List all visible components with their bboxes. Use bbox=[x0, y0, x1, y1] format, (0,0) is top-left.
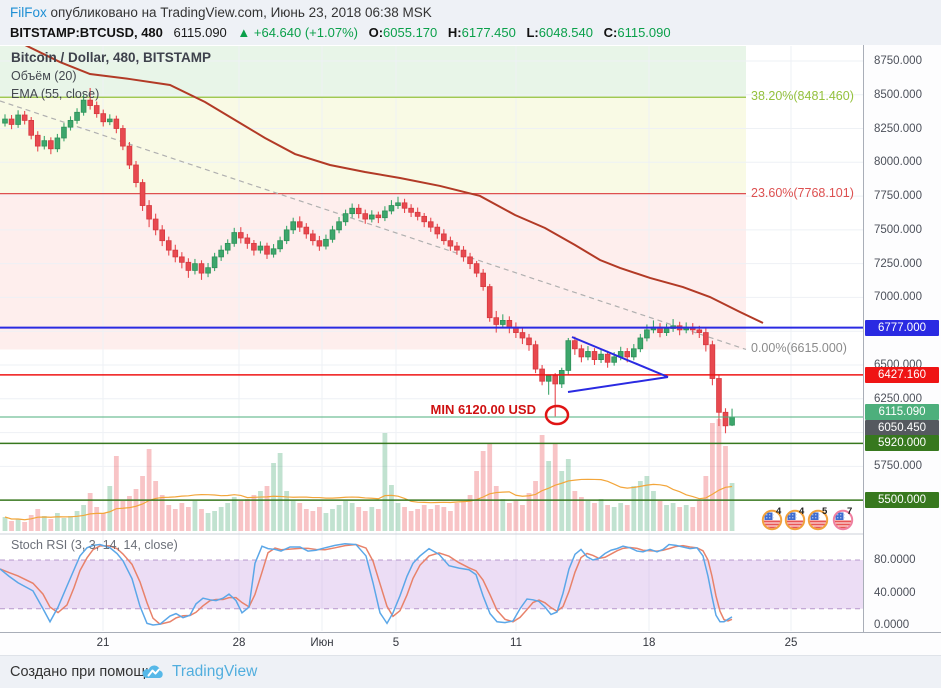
stoch-d-line bbox=[0, 543, 733, 626]
high-value: 6177.450 bbox=[461, 25, 516, 40]
footer-attribution-text: Создано при помощи bbox=[10, 664, 154, 680]
idea-flag-icon[interactable] bbox=[807, 509, 829, 531]
price-level-badge: 6427.160 bbox=[865, 366, 939, 383]
idea-count-badge: 5 bbox=[822, 506, 828, 517]
stoch-k-line bbox=[0, 542, 733, 626]
stoch-tick-label: 80.0000 bbox=[874, 554, 916, 566]
price-tick-label: 7000.000 bbox=[874, 291, 922, 304]
price-tick-label: 7500.000 bbox=[874, 223, 922, 236]
price-level-badge: 6777.000 bbox=[865, 319, 939, 336]
price-level-badge: 6115.090 bbox=[865, 404, 939, 420]
price-tick-label: 8000.000 bbox=[874, 156, 922, 169]
tradingview-logo-icon[interactable] bbox=[142, 662, 166, 687]
header: FilFox опубликовано на TradingView.com, … bbox=[0, 0, 941, 45]
price-axis[interactable]: 8750.000 8500.000 8250.000 8000.000 7750.000… bbox=[863, 45, 941, 632]
time-axis[interactable]: 21 28 Июн 5 11 18 25 bbox=[0, 632, 941, 656]
high-label: H: bbox=[447, 25, 462, 40]
volume-bars bbox=[2, 419, 735, 531]
idea-flag-icon[interactable] bbox=[832, 509, 854, 531]
symbol-name[interactable]: BITSTAMP:BTCUSD, 480 bbox=[10, 25, 163, 40]
ideas-icons[interactable] bbox=[761, 509, 854, 531]
price-level-badge: 6050.450 bbox=[865, 420, 939, 436]
price-level-badge: 5500.000 bbox=[865, 492, 939, 509]
idea-count-badge: 7 bbox=[847, 506, 853, 517]
triangle-drawing bbox=[567, 336, 669, 393]
idea-flag-icon[interactable] bbox=[784, 509, 806, 531]
candles bbox=[2, 87, 735, 434]
low-value: 6048.540 bbox=[538, 25, 593, 40]
price-tick-label: 7750.000 bbox=[874, 190, 922, 203]
time-tick-label: 11 bbox=[510, 637, 522, 649]
byline-author-link[interactable]: FilFox bbox=[10, 5, 47, 20]
time-tick-label: 28 bbox=[232, 637, 246, 649]
price-tick-label: 7250.000 bbox=[874, 257, 922, 270]
close-value: 6115.090 bbox=[617, 25, 671, 40]
fib-lines bbox=[0, 96, 747, 351]
min-circle-annotation bbox=[544, 404, 570, 426]
time-tick-label: 5 bbox=[392, 637, 400, 649]
stoch-tick-label: 0.0000 bbox=[874, 619, 910, 631]
byline-text: опубликовано на TradingView.com, Июнь 23… bbox=[46, 5, 432, 20]
open-value: 6055.170 bbox=[383, 25, 438, 40]
stoch-tick-label: 40.0000 bbox=[874, 586, 916, 599]
chart-svg[interactable] bbox=[0, 45, 941, 655]
price-level-badge: 5920.000 bbox=[865, 435, 939, 452]
idea-count-badge: 4 bbox=[799, 506, 805, 517]
price-tick-label: 5750.000 bbox=[874, 460, 922, 473]
open-label: O: bbox=[368, 25, 384, 40]
price-tick-label: 8750.000 bbox=[874, 54, 922, 67]
price-tick-label: 6250.000 bbox=[874, 392, 922, 405]
stoch-pane bbox=[0, 542, 863, 626]
price-lines bbox=[0, 326, 863, 501]
footer: Создано при помощи TradingView bbox=[0, 655, 941, 688]
volume-ma-line bbox=[4, 478, 733, 521]
tradingview-brand-link[interactable]: TradingView bbox=[172, 663, 258, 680]
low-label: L: bbox=[526, 25, 539, 40]
ema-line bbox=[24, 46, 764, 324]
time-tick-label: 25 bbox=[784, 637, 798, 649]
chart-canvas[interactable]: Bitcoin / Dollar, 480, BITSTAMP Объём (2… bbox=[0, 45, 941, 656]
time-tick-label: 21 bbox=[96, 637, 110, 649]
fib-bands bbox=[0, 46, 746, 350]
idea-count-badge: 4 bbox=[776, 506, 782, 517]
byline: FilFox опубликовано на TradingView.com, … bbox=[10, 5, 432, 20]
close-label: C: bbox=[603, 25, 618, 40]
price-tick-label: 8500.000 bbox=[874, 88, 922, 101]
price-change: ▲ +64.640 (+1.07%) bbox=[237, 25, 358, 40]
last-price: 6115.090 bbox=[173, 25, 227, 40]
symbol-info-bar: BITSTAMP:BTCUSD, 480 6115.090 ▲ +64.640 … bbox=[10, 25, 671, 40]
idea-flag-icon[interactable] bbox=[761, 509, 783, 531]
time-tick-label: 18 bbox=[642, 637, 656, 649]
time-tick-label: Июн bbox=[310, 637, 334, 649]
price-tick-label: 8250.000 bbox=[874, 122, 922, 135]
